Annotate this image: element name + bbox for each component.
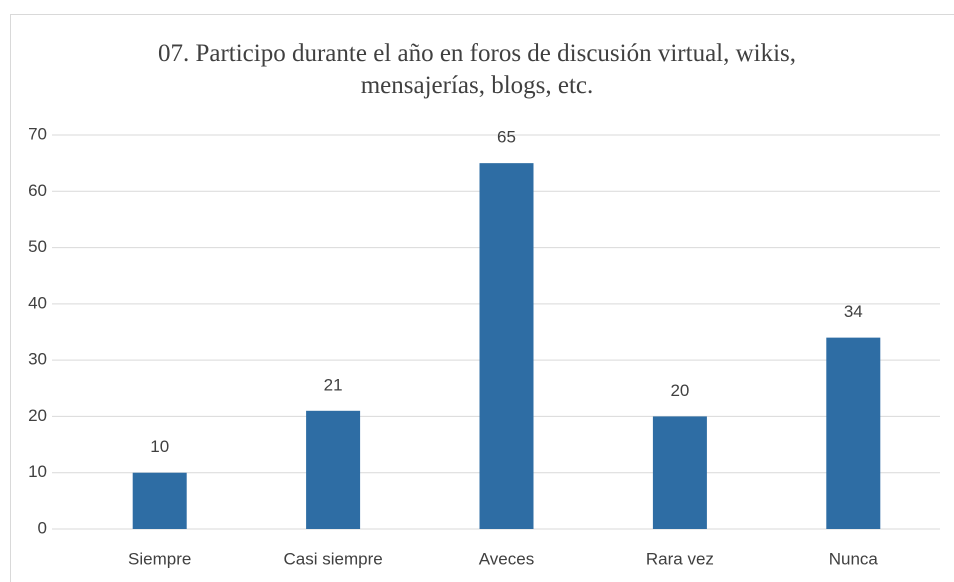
x-tick-label: Siempre xyxy=(128,549,191,568)
chart-border xyxy=(10,14,954,582)
bar xyxy=(132,472,187,529)
y-tick-label: 0 xyxy=(38,518,47,537)
y-tick-label: 60 xyxy=(28,181,47,200)
y-tick-label: 30 xyxy=(28,350,47,369)
x-tick-label: Aveces xyxy=(479,549,534,568)
chart-title: 07. Participo durante el año en foros de… xyxy=(157,40,797,99)
y-tick-label: 40 xyxy=(28,293,47,312)
y-tick-label: 20 xyxy=(28,406,47,425)
bar xyxy=(652,416,707,529)
data-label: 34 xyxy=(844,302,863,321)
x-tick-label: Nunca xyxy=(829,549,879,568)
x-tick-label: Rara vez xyxy=(646,549,714,568)
x-tick-label: Casi siempre xyxy=(283,549,382,568)
y-tick-label: 50 xyxy=(28,237,47,256)
data-label: 21 xyxy=(324,375,343,394)
bar xyxy=(826,337,881,529)
bar xyxy=(306,410,361,529)
data-label: 10 xyxy=(150,437,169,456)
y-tick-label: 10 xyxy=(28,462,47,481)
y-tick-label: 70 xyxy=(28,124,47,143)
data-label: 65 xyxy=(497,128,516,147)
bar xyxy=(479,163,534,529)
data-label: 20 xyxy=(670,381,689,400)
